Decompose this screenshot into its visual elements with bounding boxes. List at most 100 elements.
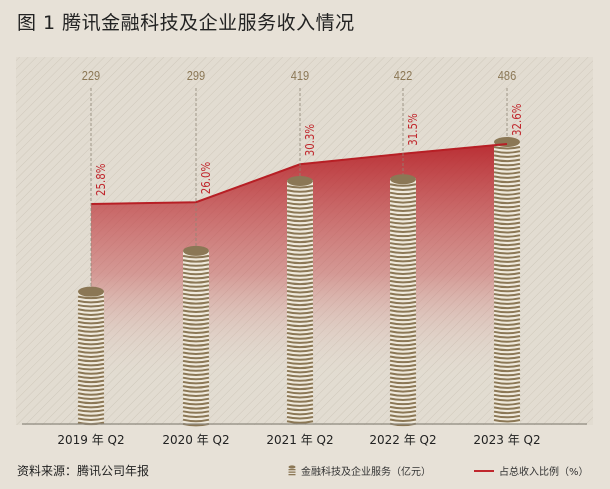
coin-edge <box>286 290 314 294</box>
coin-edge <box>493 368 521 373</box>
coin-edge <box>389 363 417 368</box>
coin-edge <box>77 367 105 371</box>
coin-edge <box>286 411 314 416</box>
coin-edge <box>77 392 105 396</box>
source-note: 资料来源：腾讯公司年报 <box>17 464 150 478</box>
coin-edge <box>286 294 314 298</box>
coin-edge <box>77 396 105 400</box>
coin-edge <box>182 305 210 309</box>
coin-edge <box>286 256 314 260</box>
bar-value-label: 299 <box>187 68 206 83</box>
coin-top <box>78 286 104 297</box>
coin-edge <box>286 252 314 256</box>
coin-edge <box>493 167 521 171</box>
coin-edge <box>493 347 521 352</box>
coin-stack-bar <box>286 176 314 424</box>
coin-edge <box>286 260 314 265</box>
legend-line: 占总收入比例（%） <box>474 463 589 478</box>
coin-edge <box>182 355 210 360</box>
coin-edge <box>286 395 314 399</box>
coin-edge <box>182 410 210 414</box>
coin-edge <box>286 269 314 273</box>
coin-edge <box>77 375 105 379</box>
coin-edge <box>286 210 314 214</box>
coin-edge <box>389 309 417 313</box>
coin-edge <box>182 313 210 318</box>
coin-edge <box>493 146 521 150</box>
coin-edge <box>286 201 314 206</box>
coin-edge <box>286 361 314 365</box>
coin-edge <box>286 344 314 349</box>
coin-edge <box>286 227 314 231</box>
coin-edge <box>493 314 521 318</box>
coin-edge <box>77 333 105 337</box>
coin-edge <box>182 372 210 376</box>
coin-edge <box>286 214 314 218</box>
coin-edge <box>286 319 314 323</box>
coin-edge <box>389 347 417 351</box>
coin-edge <box>493 209 521 213</box>
coin-edge <box>182 330 210 334</box>
coin-edge <box>77 354 105 358</box>
coin-edge <box>493 238 521 242</box>
coin-edge <box>493 293 521 297</box>
coin-edge <box>286 206 314 210</box>
coin-edge <box>286 416 314 420</box>
coin-edge <box>77 400 105 405</box>
coin-edge <box>493 414 521 419</box>
coin-edge <box>182 301 210 305</box>
coin-edge <box>493 213 521 217</box>
coin-edge <box>493 389 521 394</box>
coin-edge <box>182 418 210 423</box>
coin-edge <box>182 275 210 280</box>
coin-edge <box>389 389 417 393</box>
coin-edge <box>493 339 521 343</box>
bar-value-label: 486 <box>498 68 517 83</box>
coin-edge <box>493 335 521 339</box>
coin-edge <box>493 284 521 289</box>
coin-edge <box>182 326 210 330</box>
coin-edge <box>389 326 417 330</box>
coin-edge <box>77 341 105 346</box>
coin-edge <box>389 242 417 246</box>
coin-edge <box>182 338 210 343</box>
coin-edge <box>286 420 314 424</box>
coin-stack-bar <box>493 137 521 424</box>
coin-edge <box>389 225 417 229</box>
coin-edge <box>389 397 417 401</box>
coin-edge <box>389 229 417 233</box>
coin-edge <box>493 364 521 368</box>
coin-edge <box>77 346 105 350</box>
coin-edge <box>182 380 210 385</box>
coin-edge <box>286 306 314 311</box>
coin-edge <box>286 302 314 307</box>
coin-edge <box>493 360 521 364</box>
coin-edge <box>77 304 105 308</box>
coin-edge <box>493 309 521 314</box>
coin-edge <box>389 275 417 280</box>
coin-edge <box>182 334 210 339</box>
coin-edge <box>389 410 417 414</box>
coin-edge <box>182 414 210 418</box>
legend-bars-label: 金融科技及企业服务（亿元） <box>301 467 431 478</box>
coin-edge <box>286 340 314 344</box>
coin-edge <box>389 405 417 410</box>
coin-edge <box>182 393 210 397</box>
x-tick-label: 2022 年 Q2 <box>369 433 436 447</box>
coin-edge <box>389 321 417 326</box>
coin-edge <box>493 217 521 221</box>
coin-edge <box>493 150 521 154</box>
coin-edge <box>182 359 210 364</box>
coin-stack-bar <box>389 174 417 427</box>
coin-edge <box>286 264 314 269</box>
coin-edge <box>493 221 521 226</box>
coin-edge <box>493 402 521 406</box>
x-tick-label: 2023 年 Q2 <box>473 433 540 447</box>
coin-edge <box>389 233 417 238</box>
coin-edge <box>286 390 314 395</box>
coin-edge <box>286 239 314 244</box>
coin-edge <box>77 312 105 316</box>
coin-edge <box>77 329 105 333</box>
coin-edge <box>389 384 417 389</box>
coin-edge <box>77 362 105 367</box>
